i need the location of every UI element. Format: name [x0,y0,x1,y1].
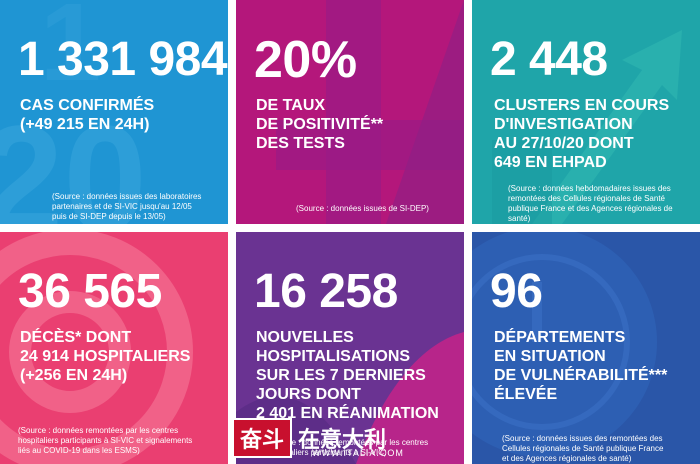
stat-label: DÉPARTEMENTS EN SITUATION DE VULNÉRABILI… [494,328,667,404]
source-line: (Source : données issues des remontées d… [502,434,663,443]
source-line: partenaires et de SI-VIC jusqu'au 12/05 [52,202,192,211]
source-line: (Source : données issues des laboratoire… [52,192,202,201]
stat-label-line: D'INVESTIGATION [494,116,633,133]
stat-number: 20% [254,31,357,89]
stat-label: CAS CONFIRMÉS (+49 215 EN 24H) [20,96,154,134]
stat-label: DÉCÈS* DONT 24 914 HOSPITALIERS (+256 en… [20,328,190,385]
source-note: (Source : données hebdomadaires issues d… [508,184,673,224]
stat-label-line: (+256 en 24H) [20,367,128,384]
source-note: (Source : données remontées par les cent… [268,438,428,458]
stat-label-line: 24 914 HOSPITALIERS [20,348,191,365]
stat-label-line: AU 27/10/20 DONT [494,135,634,152]
stat-label-line: CLUSTERS EN COURS [494,97,670,114]
source-line: et des Agences régionales de santé) [502,454,632,463]
background-decoration [0,232,193,464]
watermark-logo: 奋斗 在意大利 WWW.ITALIA.COM [232,418,464,458]
tile-clusters: 2 448 CLUSTERS EN COURS D'INVESTIGATION … [472,0,700,224]
stat-number: 1 331 984 [18,33,228,86]
stat-label-line: HOSPITALISATIONS [256,348,411,365]
background-decoration [276,0,464,224]
tile-deaths: 36 565 DÉCÈS* DONT 24 914 HOSPITALIERS (… [0,232,228,464]
stat-label-line: ÉLEVÉE [494,386,558,403]
tile-positivity-rate: 20% DE TAUX DE POSITIVITÉ** DES TESTS (S… [236,0,464,224]
svg-text:1: 1 [40,0,101,104]
stat-label-line: DÉPARTEMENTS [494,329,626,346]
source-line: publique France et des Agences régionale… [508,204,673,213]
tile-hospitalisations: 16 258 NOUVELLES HOSPITALISATIONS SUR LE… [236,232,464,464]
stat-number: 36 565 [18,265,162,318]
watermark-url: WWW.ITALIA.COM [312,448,404,458]
source-line: puis de SI-DEP depuis le 13/05) [52,212,166,221]
stat-label-line: EN SITUATION [494,348,606,365]
watermark-text: 在意大利 [298,427,387,452]
stat-number: 2 448 [490,33,608,86]
source-line: liés au COVID-19 dans les ESMS) [18,446,140,455]
source-note: (Source : données remontées par les cent… [18,426,192,456]
source-line: Cellules régionales de Santé publique Fr… [502,444,664,453]
stat-label-line: DE VULNÉRABILITÉ*** [494,367,668,384]
source-line: (Source : données remontées par les cent… [18,426,179,435]
stat-label-line: DES TESTS [256,135,345,152]
source-note: (Source : données issues des remontées d… [502,434,663,464]
source-line: (Source : données hebdomadaires issues d… [508,184,671,193]
source-line: hospitaliers participants à SI-VIC et si… [18,436,193,445]
tile-confirmed-cases: 20 1 1 331 984 CAS CONFIRMÉS (+49 215 EN… [0,0,228,224]
stat-number: 16 258 [254,265,398,318]
stat-label-line: CAS CONFIRMÉS [20,97,155,114]
stat-label-line: (+49 215 EN 24H) [20,116,150,133]
source-line: (Source : données issues de SI-DEP) [296,204,429,213]
svg-text:20: 20 [0,94,147,224]
stat-label: DE TAUX DE POSITIVITÉ** DES TESTS [256,96,383,153]
stat-label-line: DE TAUX [256,97,326,114]
stat-number: 96 [490,265,543,318]
source-line: santé) [508,214,531,223]
source-line: remontées des Cellules régionales de San… [508,194,665,203]
source-line: hospitaliers participants à SI-VIC) [268,448,387,457]
stat-label-line: NOUVELLES [256,329,354,346]
stat-label-line: JOURS DONT [256,386,361,403]
stat-label: CLUSTERS EN COURS D'INVESTIGATION AU 27/… [494,96,669,172]
background-decoration: 20 1 [0,0,147,224]
background-decoration [472,232,657,457]
source-note: (Source : données issues des laboratoire… [52,192,201,222]
watermark-box: 奋斗 [232,418,293,458]
source-line: (Source : données remontées par les cent… [268,438,429,447]
stat-label-line: DÉCÈS* DONT [20,329,132,346]
stat-label: NOUVELLES HOSPITALISATIONS SUR LES 7 DER… [256,328,439,423]
tile-vulnerable-departments: 96 DÉPARTEMENTS EN SITUATION DE VULNÉRAB… [472,232,700,464]
stat-label-line: 2 401 EN RÉANIMATION [256,405,439,422]
background-decoration [492,30,682,224]
stat-label-line: DE POSITIVITÉ** [256,116,384,133]
stat-label-line: SUR LES 7 DERNIERS [256,367,426,384]
source-note: (Source : données issues de SI-DEP) [296,204,429,214]
stat-label-line: 649 EN EHPAD [494,154,607,171]
